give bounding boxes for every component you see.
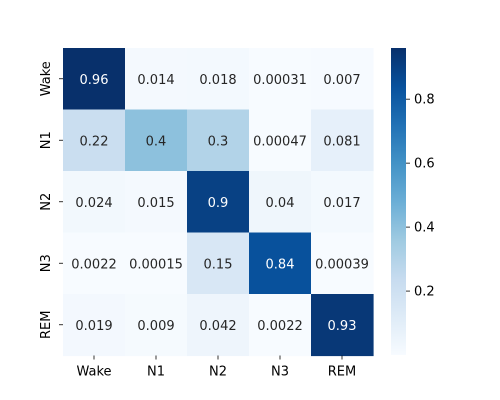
heatmap-cell [63,109,126,172]
heatmap-cell [63,294,126,357]
cell-value-label: 0.009 [137,319,174,334]
cell-value-label: 0.042 [199,319,236,334]
cell-value-label: 0.00031 [253,73,307,88]
cell-value-label: 0.0022 [257,319,303,334]
cell-value-label: 0.00015 [129,257,183,272]
x-tick-label: N1 [147,365,165,380]
heatmap-cell [249,109,312,172]
cell-value-label: 0.93 [328,319,357,334]
x-tick-label: N2 [209,365,227,380]
heatmap-cell [249,232,312,295]
x-tick-label: Wake [76,365,111,380]
cell-value-label: 0.0022 [71,257,117,272]
heatmap-cell [63,171,126,234]
y-tick-label: Wake [39,61,54,96]
cell-value-label: 0.96 [80,73,109,88]
y-axis: Wake N1 N2 N3 REM [39,61,63,339]
cell-value-label: 0.015 [137,196,174,211]
heatmap-cell [311,109,374,172]
cell-value-label: 0.014 [137,73,174,88]
cell-value-label: 0.4 [146,134,167,149]
x-tick-label: REM [328,365,356,380]
heatmap-cell [125,232,188,295]
heatmap-cell [311,48,374,111]
heatmap-cell [311,232,374,295]
cell-value-label: 0.00047 [253,134,307,149]
heatmap-cell [187,109,250,172]
cell-value-label: 0.9 [208,196,229,211]
y-tick-label: REM [39,311,54,339]
cell-value-label: 0.081 [323,134,360,149]
cell-value-label: 0.00039 [315,257,369,272]
cell-value-label: 0.019 [75,319,112,334]
heatmap-cell [187,48,250,111]
heatmap-cell [125,109,188,172]
y-tick-label: N1 [39,131,54,149]
heatmap-cell [63,232,126,295]
x-axis: Wake N1 N2 N3 REM [76,355,356,380]
x-tick-label: N3 [271,365,289,380]
heatmap-cell [311,171,374,234]
heatmap-cell [249,48,312,111]
cell-value-label: 0.15 [204,257,233,272]
cell-value-label: 0.3 [208,134,229,149]
y-tick-label: N3 [39,254,54,272]
heatmap-cell-labels: 0.96 0.014 0.018 0.00031 0.007 0.22 0.4 0.3 0.00… [71,73,369,334]
cell-value-label: 0.84 [266,257,295,272]
heatmap-cell [63,48,126,111]
heatmap-cell [187,232,250,295]
heatmap-cell [249,171,312,234]
cell-value-label: 0.007 [323,73,360,88]
heatmap-cell [187,171,250,234]
y-tick-label: N2 [39,193,54,211]
cell-value-label: 0.018 [199,73,236,88]
heatmap-cell [125,48,188,111]
colorbar-tick-label: 0.4 [414,221,435,236]
colorbar-gradient [391,48,406,355]
heatmap-cells [63,48,374,357]
cell-value-label: 0.22 [80,134,109,149]
colorbar: 0.2 0.4 0.6 0.8 [391,48,435,355]
heatmap-cell [187,294,250,357]
heatmap-cell [125,294,188,357]
heatmap-cell [311,294,374,357]
cell-value-label: 0.024 [75,196,112,211]
colorbar-tick-label: 0.6 [414,157,435,172]
cell-value-label: 0.017 [323,196,360,211]
cell-value-label: 0.04 [266,196,295,211]
heatmap-cell [125,171,188,234]
heatmap-cell [249,294,312,357]
colorbar-tick-label: 0.2 [414,285,435,300]
colorbar-tick-label: 0.8 [414,93,435,108]
